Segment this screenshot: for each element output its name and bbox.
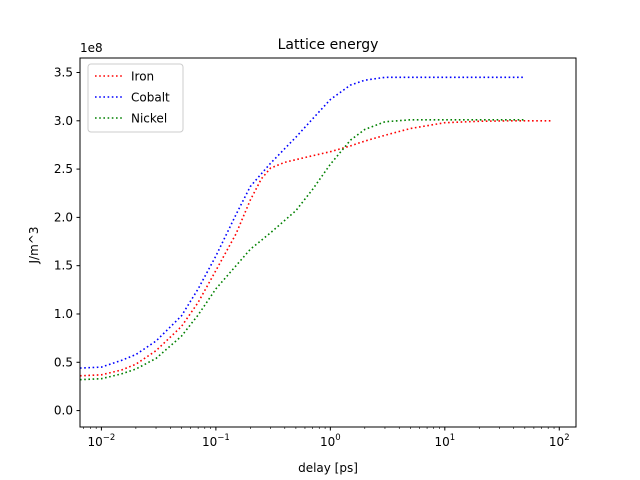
legend: Iron Cobalt Nickel <box>87 63 184 133</box>
y-tick-label: 2.0 <box>54 210 73 224</box>
legend-label-cobalt: Cobalt <box>131 91 170 105</box>
series-line-iron <box>80 119 552 377</box>
y-tick-label: 0.5 <box>54 355 73 369</box>
y-tick-label: 0.0 <box>54 404 73 418</box>
x-tick-label: 102 <box>549 433 570 449</box>
chart-title: Lattice energy <box>278 37 379 53</box>
plot-area <box>80 76 552 381</box>
legend-label-iron: Iron <box>131 70 154 84</box>
axes-frame <box>79 57 577 428</box>
y-tick-label: 1.5 <box>54 259 73 273</box>
series-group <box>80 76 552 381</box>
y-tick-label: 2.5 <box>54 162 73 176</box>
x-tick-label: 100 <box>320 433 341 449</box>
y-tick-label: 3.5 <box>54 65 73 79</box>
y-tick-label: 3.0 <box>54 114 73 128</box>
y-axis-label: J/m^3 <box>27 227 41 265</box>
y-tick-label: 1.0 <box>54 307 73 321</box>
axes: 0.0 0.5 1.0 1.5 2.0 2.5 3.0 3.5 10−2 10−1 100 101 10… <box>54 57 577 449</box>
x-tick-label: 101 <box>434 433 455 449</box>
y-axis-offset-label: 1e8 <box>80 41 103 55</box>
x-tick-label: 10−1 <box>202 433 230 449</box>
legend-box <box>87 63 184 133</box>
x-axis-label: delay [ps] <box>298 461 358 475</box>
legend-label-nickel: Nickel <box>131 112 167 126</box>
x-tick-label: 10−2 <box>88 433 116 449</box>
